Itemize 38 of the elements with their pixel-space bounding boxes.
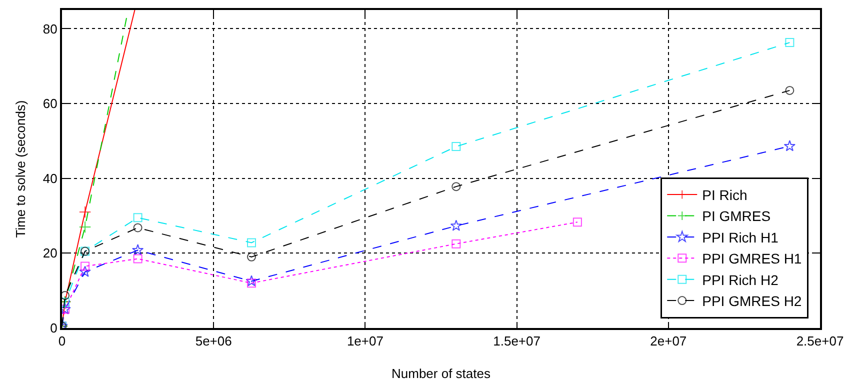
y-tick-label: 40: [42, 170, 58, 186]
point: [247, 238, 256, 248]
point: [452, 142, 461, 152]
point: [80, 262, 90, 271]
point: [247, 278, 256, 288]
legend-label: PI Rich: [702, 187, 748, 204]
point: [78, 206, 92, 218]
point: [572, 218, 582, 227]
point: [452, 239, 461, 248]
legend-label: PPI Rich H2: [702, 272, 779, 288]
point: [62, 290, 70, 300]
x-tick-label: 1e+07: [346, 334, 384, 349]
y-tick-label: 60: [42, 96, 58, 112]
legend-label: PPI GMRES H2: [702, 293, 802, 310]
legend-label: PPI GMRES H1: [702, 250, 802, 267]
x-tick-label: 5e+06: [195, 334, 232, 349]
y-tick-label: 80: [42, 21, 58, 36]
y-tick-label: 20: [42, 246, 58, 261]
point: [785, 86, 794, 95]
x-tick-label: 1.5e+07: [493, 334, 540, 349]
point: [452, 182, 461, 192]
legend-label: PI GMRES: [702, 208, 771, 224]
point: [784, 140, 796, 152]
legend-label: PPI Rich H1: [702, 229, 779, 246]
point: [785, 38, 794, 48]
point: [133, 213, 142, 222]
point: [132, 244, 144, 256]
point: [246, 275, 258, 286]
point: [79, 266, 91, 277]
x-axis-title: Number of states: [392, 366, 491, 381]
point: [247, 252, 256, 262]
x-tick-label: 2.5e+07: [796, 334, 844, 349]
point: [133, 254, 142, 264]
point: [133, 223, 142, 232]
point: [450, 220, 462, 231]
x-tick-label: 2e+07: [650, 334, 687, 349]
y-axis-title: Time to solve (seconds): [13, 100, 28, 238]
y-tick-label: 0: [50, 320, 58, 336]
